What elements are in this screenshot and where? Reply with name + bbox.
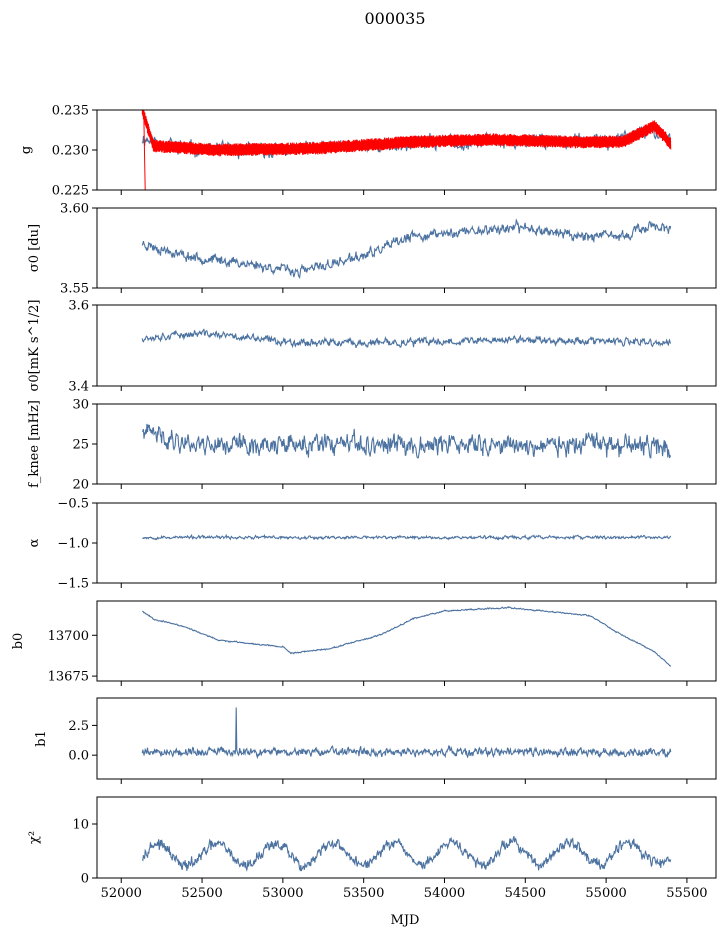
y-tick-label: −0.5 <box>57 497 89 512</box>
panel-1: 0.225 0.230 0.235 g <box>19 104 717 199</box>
y-tick-label: 2.5 <box>68 719 89 734</box>
y-tick-label: −1.0 <box>57 537 89 552</box>
panel-7: 0.0 2.5 b1 <box>34 697 717 784</box>
y-tick-label: 20 <box>72 478 89 493</box>
data-series-line <box>141 328 672 349</box>
y-axis-label: b0 <box>11 633 26 650</box>
panel-3: 3.4 3.6 σ0[mK s^1/2] <box>27 299 717 395</box>
data-series-line <box>141 218 672 279</box>
model-series-line <box>141 110 672 157</box>
panel-8: 52000 52500 53000 53500 54000 54500 55000 55500… <box>27 796 717 901</box>
x-tick-label: 52000 <box>101 886 142 901</box>
x-tick-label: 52500 <box>181 886 222 901</box>
y-tick-label: 0 <box>81 872 89 887</box>
x-tick-label: 55000 <box>585 886 626 901</box>
y-axis-label: σ0[mK s^1/2] <box>27 300 42 392</box>
y-tick-label: 3.55 <box>60 282 89 297</box>
y-tick-label: 13675 <box>48 670 89 685</box>
y-tick-label: 3.4 <box>68 380 89 395</box>
y-axis-label: α <box>27 538 42 547</box>
data-series-line <box>141 423 672 459</box>
x-tick-label: 55500 <box>666 886 707 901</box>
y-axis-label: b1 <box>34 730 49 747</box>
x-tick-label: 54500 <box>505 886 546 901</box>
panel-2: 3.55 3.60 σ0 [du] <box>27 202 717 297</box>
figure-title: 000035 <box>364 9 425 28</box>
axes-frame <box>96 502 717 584</box>
data-series-line <box>142 533 672 541</box>
axes-frame <box>96 697 717 780</box>
panel-6: 13675 13700 b0 <box>11 600 717 686</box>
axes-frame <box>96 304 717 387</box>
y-axis-label: σ0 [du] <box>27 224 42 272</box>
y-tick-label: 0.225 <box>52 184 89 199</box>
y-axis-label: g <box>19 146 34 154</box>
x-tick-label: 53500 <box>343 886 384 901</box>
axes-frame <box>96 796 717 879</box>
y-tick-label: 30 <box>72 398 89 413</box>
x-tick-label: 54000 <box>424 886 465 901</box>
data-series-line <box>141 707 672 760</box>
y-tick-label: 3.60 <box>60 202 89 217</box>
panel-4: 20 25 30 f_knee [mHz] <box>27 398 717 493</box>
y-axis-label: f_knee [mHz] <box>27 400 42 488</box>
axes-frame <box>96 207 717 289</box>
y-tick-label: 3.6 <box>68 299 89 314</box>
data-series-line <box>141 836 672 872</box>
x-tick-label: 53000 <box>262 886 303 901</box>
y-tick-label: 0.230 <box>52 144 89 159</box>
panels-group: 0.225 0.230 0.235 g 3.55 3.60 σ0 [du] 3.4 3.6 σ0[… <box>11 104 717 901</box>
y-tick-label: 0.0 <box>68 749 89 764</box>
y-tick-label: 25 <box>72 438 89 453</box>
panel-5: −1.5 −1.0 −0.5 α <box>27 497 717 592</box>
axes-frame <box>96 600 717 682</box>
y-tick-label: 10 <box>72 818 89 833</box>
y-axis-label: χ² <box>27 831 42 844</box>
axes-frame <box>96 403 717 485</box>
y-tick-label: 0.235 <box>52 104 89 119</box>
data-series-line <box>142 606 672 667</box>
y-tick-label: 13700 <box>48 629 89 644</box>
y-tick-label: −1.5 <box>57 577 89 592</box>
x-axis-label: MJD <box>391 913 420 928</box>
